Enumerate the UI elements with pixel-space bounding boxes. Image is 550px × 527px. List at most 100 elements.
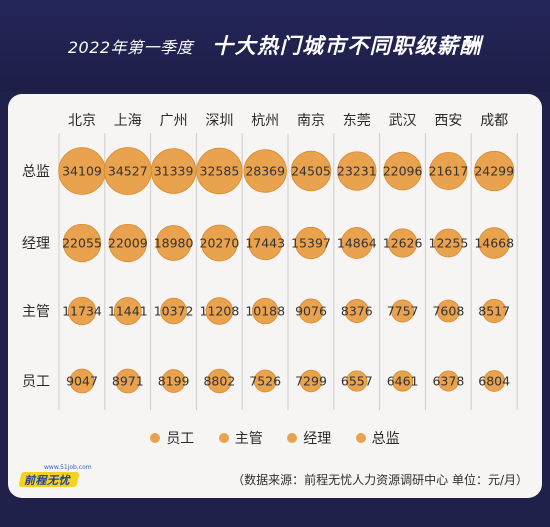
category-label: 深圳 <box>205 113 233 129</box>
bubble <box>340 227 373 259</box>
data-label: 18980 <box>154 236 194 251</box>
bubble <box>294 226 328 260</box>
data-label: 23231 <box>337 164 377 179</box>
data-label: 7526 <box>249 374 281 389</box>
data-label: 22055 <box>62 236 102 251</box>
legend-item-1: 主管 <box>218 428 263 448</box>
title-year: 2022年第一季度 <box>67 38 194 57</box>
data-label: 20270 <box>200 236 240 251</box>
data-label: 8802 <box>203 374 235 389</box>
bubble <box>383 151 422 191</box>
bubble <box>387 228 418 258</box>
bubble <box>160 297 187 325</box>
bubble <box>196 147 243 195</box>
bubble <box>436 299 460 323</box>
category-label: 北京 <box>68 113 96 129</box>
data-label: 14864 <box>337 236 377 251</box>
bubble <box>67 296 97 326</box>
data-label: 10372 <box>154 304 194 319</box>
bubble <box>155 225 192 261</box>
category-label: 杭州 <box>251 113 279 129</box>
category-label: 广州 <box>160 113 188 129</box>
data-label: 8376 <box>341 304 373 319</box>
title-main: 十大热门城市不同职级薪酬 <box>212 34 483 58</box>
bubble <box>69 368 95 394</box>
bubble <box>298 298 324 324</box>
bubble <box>252 297 279 325</box>
category-label: 上海 <box>114 113 142 129</box>
legend-item-0: 员工 <box>150 428 194 448</box>
series-label: 总监 <box>22 164 50 180</box>
category-label: 成都 <box>480 113 508 129</box>
bubble <box>113 297 142 325</box>
data-label: 11734 <box>62 304 102 319</box>
legend-item-2: 经理 <box>287 428 331 448</box>
bubble <box>474 150 515 192</box>
data-label: 34527 <box>108 164 148 179</box>
bubble <box>150 148 197 194</box>
category-label: 西安 <box>434 113 462 129</box>
bubble <box>346 370 368 392</box>
data-label: 8517 <box>478 304 510 319</box>
data-label: 7757 <box>387 304 419 319</box>
legend: 员工 主管 经理 总监 <box>0 428 550 448</box>
data-label: 24505 <box>291 164 331 179</box>
data-label: 8971 <box>112 374 144 389</box>
data-label: 34109 <box>62 164 102 179</box>
data-label: 9076 <box>295 304 327 319</box>
bubble <box>344 299 369 323</box>
data-label: 10188 <box>245 304 285 319</box>
bubble <box>161 369 186 393</box>
bubble <box>248 225 283 261</box>
category-label: 武汉 <box>389 113 417 129</box>
bubble <box>108 223 147 263</box>
bubble <box>243 149 287 193</box>
data-label: 12626 <box>383 236 423 251</box>
data-label: 7299 <box>295 374 327 389</box>
data-label: 22096 <box>383 164 423 179</box>
bubble <box>115 368 141 394</box>
series-label: 员工 <box>22 374 50 390</box>
logo-url: www.51job.com <box>44 464 92 471</box>
legend-dot-icon <box>150 433 161 443</box>
data-label: 9047 <box>66 374 98 389</box>
data-label: 6461 <box>387 374 419 389</box>
bubble <box>62 223 102 263</box>
bubble <box>207 368 232 394</box>
legend-label: 主管 <box>234 431 263 447</box>
bubble <box>290 150 332 192</box>
data-label: 21617 <box>429 164 469 179</box>
bubble <box>429 152 468 190</box>
data-label: 28369 <box>245 164 285 179</box>
bubble <box>200 224 238 262</box>
bubble <box>437 370 459 392</box>
bubble <box>433 228 463 258</box>
data-label: 6378 <box>432 374 464 389</box>
chart-title: 2022年第一季度 十大热门城市不同职级薪酬 <box>0 30 550 60</box>
brand-logo: www.51job.com 前程无忧 <box>18 464 96 488</box>
data-label: 11208 <box>200 304 240 319</box>
data-label: 32585 <box>200 164 240 179</box>
legend-dot-icon <box>287 433 298 443</box>
legend-dot-icon <box>355 433 366 443</box>
bubble <box>392 370 414 392</box>
data-label: 12255 <box>429 236 469 251</box>
legend-label: 总监 <box>371 431 400 447</box>
bubble <box>483 370 506 392</box>
bubble <box>253 369 277 393</box>
data-label: 11441 <box>108 304 148 319</box>
category-label: 东莞 <box>343 113 371 129</box>
logo-text: 前程无忧 <box>24 474 70 487</box>
category-label: 南京 <box>297 113 325 129</box>
data-label: 22009 <box>108 236 148 251</box>
data-label: 31339 <box>154 164 194 179</box>
data-label: 6804 <box>478 374 510 389</box>
data-label: 17443 <box>245 236 285 251</box>
data-label: 24299 <box>474 164 514 179</box>
bubble <box>391 299 415 323</box>
source-note: （数据来源：前程无忧人力资源调研中心 单位：元/月） <box>232 473 528 487</box>
bubble <box>478 227 510 259</box>
legend-item-3: 总监 <box>355 428 400 448</box>
data-label: 8199 <box>158 374 190 389</box>
